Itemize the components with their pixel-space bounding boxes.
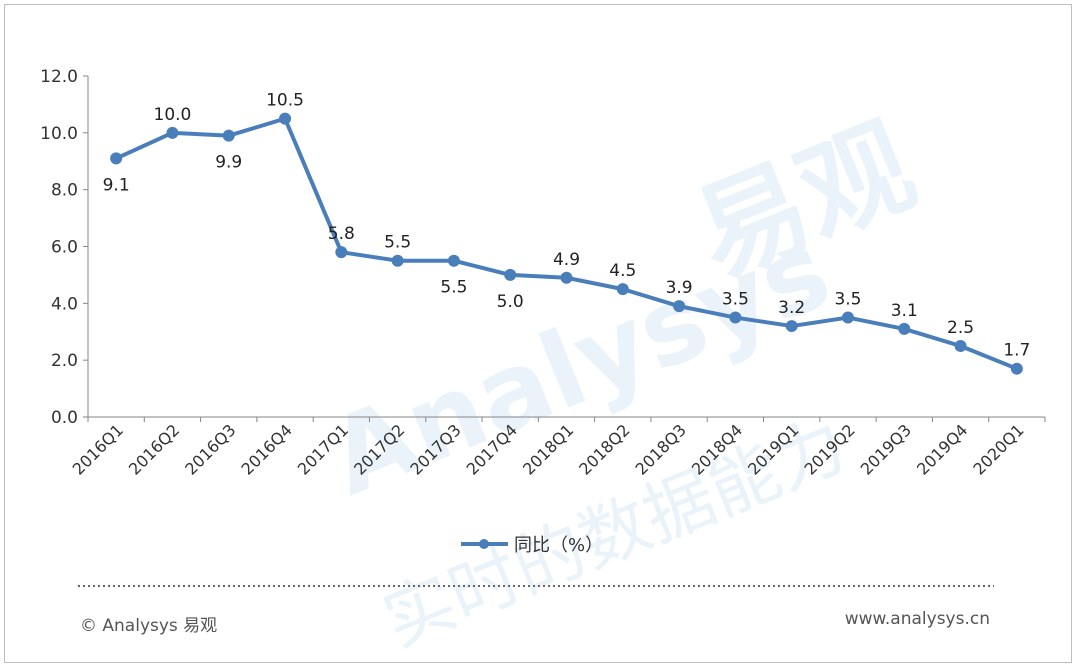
y-tick-label: 10.0 [40, 124, 78, 144]
x-tick-label: 2016Q1 [69, 420, 127, 478]
website-text: www.analysys.cn [844, 609, 990, 629]
data-label: 3.9 [666, 278, 693, 298]
data-point [391, 254, 404, 267]
data-label: 1.7 [1003, 341, 1030, 361]
data-label: 3.5 [722, 290, 749, 310]
data-point [954, 339, 967, 352]
data-label: 5.8 [328, 224, 355, 244]
y-tick-label: 4.0 [51, 294, 78, 314]
x-tick-label: 2019Q4 [913, 420, 971, 478]
data-point [1010, 362, 1023, 375]
data-label: 10.5 [266, 91, 304, 111]
data-point [785, 320, 798, 333]
legend-label: 同比（%） [514, 535, 603, 556]
data-label: 5.5 [384, 233, 411, 253]
x-tick-label: 2020Q1 [969, 420, 1027, 478]
y-tick-label: 0.0 [51, 408, 78, 428]
data-point [616, 283, 629, 296]
data-point [560, 271, 573, 284]
data-point [729, 311, 742, 324]
legend-marker [479, 539, 489, 549]
data-point [447, 254, 460, 267]
x-tick-label: 2019Q3 [857, 420, 915, 478]
data-label: 9.9 [215, 153, 242, 173]
y-tick-label: 12.0 [40, 67, 78, 87]
y-tick-label: 2.0 [51, 351, 78, 371]
data-point [166, 126, 179, 139]
x-tick-label: 2016Q3 [181, 420, 239, 478]
y-tick-label: 6.0 [51, 238, 78, 258]
data-label: 9.1 [103, 175, 130, 195]
data-label: 3.5 [834, 290, 861, 310]
data-label: 5.5 [440, 278, 467, 298]
legend: 同比（%） [461, 535, 603, 556]
data-point [898, 322, 911, 335]
data-label: 10.0 [154, 105, 192, 125]
data-point [673, 300, 686, 313]
data-point [841, 311, 854, 324]
data-label: 4.5 [609, 261, 636, 281]
series-line: 9.1 10.0 9.9 10.5 5.8 5.5 5.5 5.0 4.9 4.5 3.9 3.5 3.… [103, 91, 1030, 375]
watermark: Analysys 易观 实时的数据能力 [313, 101, 930, 663]
data-point [222, 129, 235, 142]
data-label: 2.5 [947, 318, 974, 338]
data-point [110, 152, 123, 165]
data-label: 3.1 [891, 301, 918, 321]
data-point [504, 268, 517, 281]
data-label: 5.0 [497, 292, 524, 312]
data-point [279, 112, 292, 125]
data-label: 4.9 [553, 250, 580, 270]
data-label: 3.2 [778, 298, 805, 318]
copyright-text: © Analysys 易观 [80, 616, 218, 636]
data-point [335, 246, 348, 259]
axes: 0.02.04.06.08.010.012.02016Q12016Q22016Q… [40, 67, 1046, 479]
chart-frame [4, 4, 1072, 663]
x-tick-label: 2016Q4 [238, 420, 296, 478]
x-tick-label: 2016Q2 [125, 420, 183, 478]
x-tick-label: 2018Q2 [575, 420, 633, 478]
y-tick-label: 8.0 [51, 181, 78, 201]
